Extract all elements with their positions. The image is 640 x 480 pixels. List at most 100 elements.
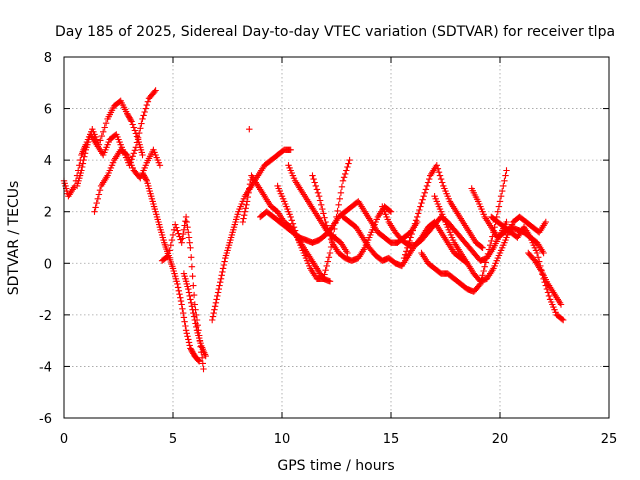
data-point (309, 172, 316, 179)
data-point (189, 306, 196, 313)
data-point (326, 249, 334, 257)
x-tick-label: 10 (274, 432, 291, 447)
data-point (202, 352, 209, 360)
data-point (501, 177, 508, 184)
series-sat-t (525, 249, 565, 308)
data-point (332, 219, 339, 227)
data-point (129, 153, 136, 160)
data-point (174, 280, 181, 288)
data-point (219, 268, 226, 276)
chart-title: Day 185 of 2025, Sidereal Day-to-day VTE… (55, 24, 615, 40)
y-tick-label: -4 (39, 360, 52, 375)
data-point (333, 213, 340, 221)
y-tick-label: 8 (44, 51, 52, 66)
data-point (244, 193, 251, 201)
data-point (213, 296, 220, 303)
data-point (165, 252, 172, 259)
data-point (184, 224, 191, 231)
data-point (180, 226, 188, 233)
data-point (242, 205, 249, 212)
data-point (220, 261, 228, 269)
data-point (405, 241, 412, 248)
data-point (183, 330, 190, 337)
data-point (81, 150, 89, 157)
data-point (410, 224, 418, 231)
data-point (434, 165, 442, 172)
data-point (422, 186, 430, 193)
data-point (322, 218, 329, 226)
data-point (81, 153, 88, 160)
data-point (199, 360, 206, 367)
data-point (419, 196, 426, 203)
data-point (409, 227, 416, 234)
data-point (190, 309, 197, 317)
data-point (137, 125, 144, 132)
x-tick-label: 20 (492, 432, 509, 447)
data-point (79, 160, 87, 167)
data-point (321, 271, 328, 278)
data-point (342, 170, 349, 178)
data-point (503, 218, 510, 226)
data-point (215, 285, 222, 293)
data-point (188, 254, 195, 261)
data-point (179, 235, 186, 242)
data-point (221, 258, 228, 265)
data-point (143, 101, 150, 109)
data-point (190, 313, 198, 320)
data-point (315, 193, 323, 200)
data-point (185, 289, 193, 296)
data-point (136, 129, 143, 137)
data-point (311, 179, 318, 186)
data-point (386, 207, 394, 215)
data-point (387, 208, 395, 215)
data-point (188, 303, 196, 310)
data-point (185, 285, 192, 293)
data-point (131, 127, 139, 134)
data-point (406, 237, 413, 245)
data-point (314, 189, 322, 196)
data-point (319, 205, 326, 213)
data-point (243, 201, 250, 208)
data-point (185, 339, 193, 346)
y-tick-label: 2 (44, 206, 52, 221)
data-point (138, 120, 145, 127)
data-point (186, 239, 193, 246)
data-point (164, 253, 171, 260)
data-point (139, 115, 146, 123)
x-tick-label: 25 (601, 432, 618, 447)
data-point (218, 272, 225, 279)
series-sat-o (400, 162, 486, 262)
data-point (211, 306, 218, 313)
data-point (141, 108, 148, 116)
data-point (320, 275, 327, 282)
data-point (344, 249, 351, 257)
data-point (494, 208, 501, 215)
data-point (195, 357, 202, 364)
data-point (214, 292, 221, 300)
y-tick-label: 4 (44, 154, 52, 169)
data-point (169, 231, 177, 239)
data-point (544, 289, 552, 296)
data-point (196, 358, 203, 365)
data-point (142, 105, 149, 112)
data-point (241, 208, 249, 215)
data-point (437, 175, 445, 183)
data-point (408, 230, 415, 238)
data-point (176, 291, 183, 298)
data-point (175, 287, 182, 294)
series-sat-q (431, 193, 549, 285)
data-point (151, 88, 158, 95)
data-point (102, 120, 110, 127)
y-tick-label: -6 (39, 412, 52, 427)
y-tick-label: 6 (44, 103, 52, 118)
data-point (414, 213, 421, 221)
x-tick-label: 15 (383, 432, 400, 447)
series-sat-l (309, 172, 395, 264)
data-point (346, 156, 353, 164)
data-point (327, 236, 335, 243)
data-point (325, 229, 333, 236)
x-axis-label: GPS time / hours (277, 458, 394, 474)
data-point (190, 291, 198, 299)
data-point (200, 365, 207, 373)
data-point (421, 189, 428, 196)
